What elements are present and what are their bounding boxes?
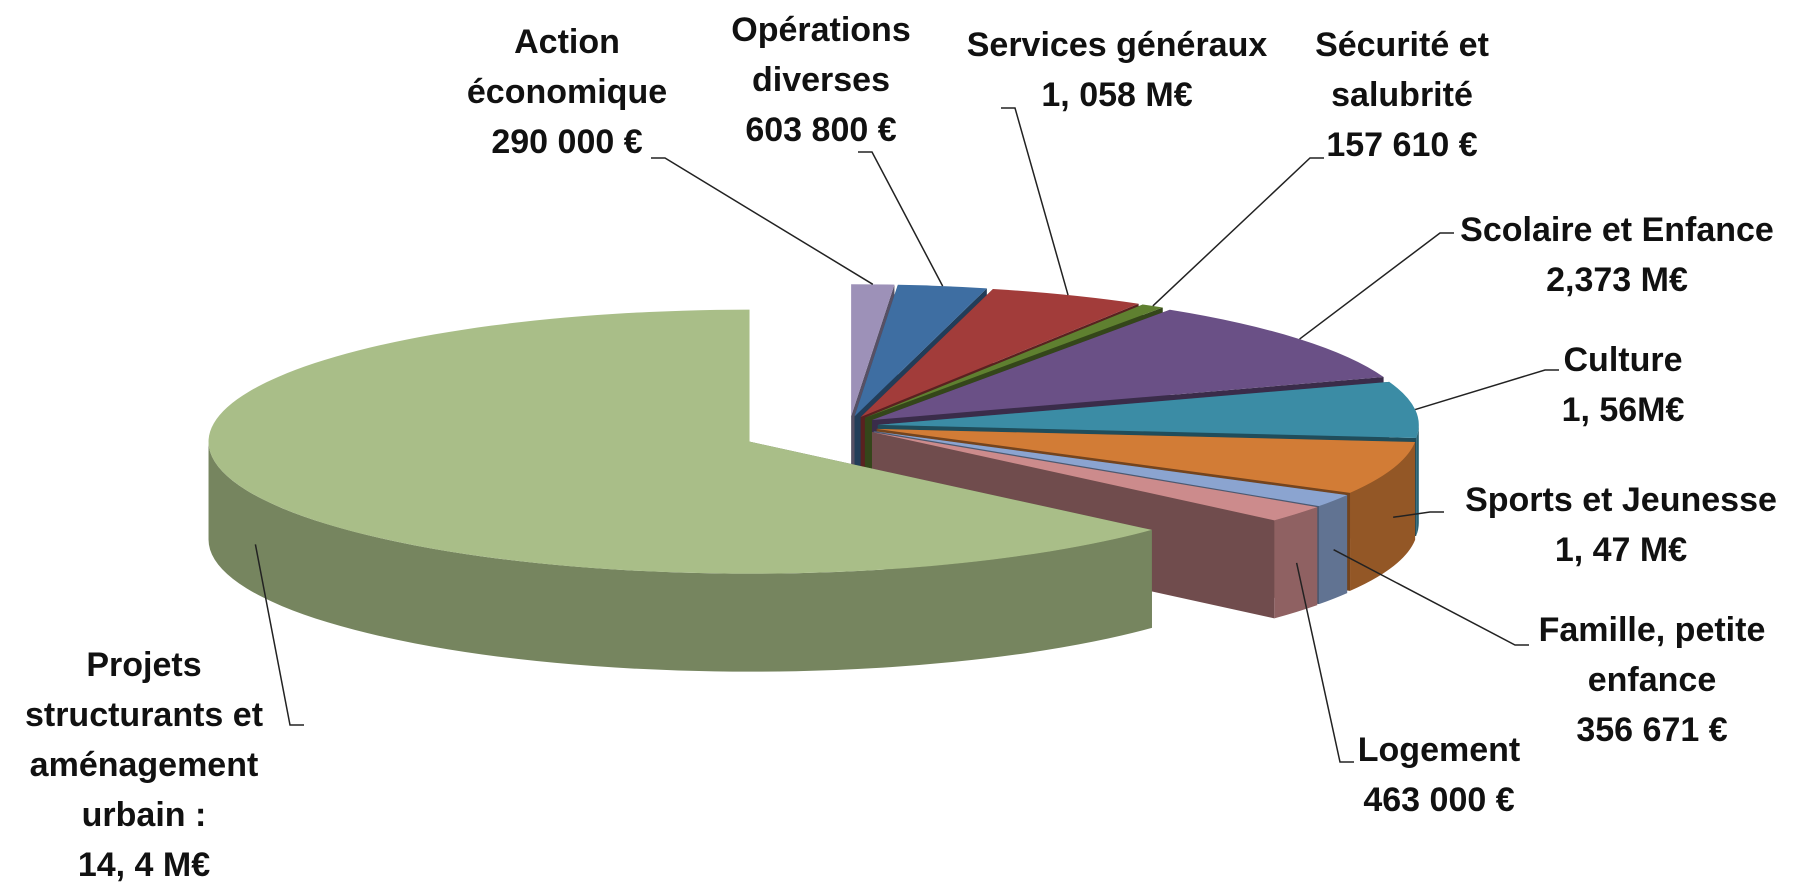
slice-name: Scolaire et Enfance xyxy=(1460,211,1774,249)
slice-name: Opérations diverses xyxy=(731,11,911,99)
slice-value: 2,373 M€ xyxy=(1546,261,1688,299)
slice-name: Services généraux xyxy=(966,26,1268,64)
slice-value: 14, 4 M€ xyxy=(77,846,211,884)
slice-name: Culture xyxy=(1563,341,1683,379)
slice xyxy=(864,304,1163,418)
slice xyxy=(208,309,1152,574)
slice-value: 463 000 € xyxy=(1363,781,1515,819)
slice-label: Action économique 290 000 € xyxy=(452,17,682,167)
slice-name: Sports et Jeunesse xyxy=(1465,481,1777,519)
slice-label: Famille, petite enfance 356 671 € xyxy=(1522,605,1782,755)
leader-line xyxy=(1333,549,1529,646)
slice-label: Logement 463 000 € xyxy=(1339,725,1539,825)
leader-line xyxy=(1152,157,1324,307)
slice xyxy=(851,284,895,417)
slice-name: Action économique xyxy=(466,23,668,111)
leader-line xyxy=(254,544,304,726)
slice-name: Sécurité et salubrité xyxy=(1315,26,1489,114)
slice-value: 290 000 € xyxy=(491,123,643,161)
slice xyxy=(877,381,1419,438)
slice xyxy=(876,428,1416,493)
slice-value: 1, 56M€ xyxy=(1561,391,1685,429)
slice-side xyxy=(1274,507,1318,619)
slice xyxy=(871,432,1318,521)
slice-label: Sports et Jeunesse 1, 47 M€ xyxy=(1451,475,1791,575)
slice-label: Scolaire et Enfance 2,373 M€ xyxy=(1447,205,1787,305)
slice-label: Culture 1, 56M€ xyxy=(1538,335,1708,435)
slice-value: 1, 47 M€ xyxy=(1554,531,1688,569)
slice xyxy=(860,288,1139,417)
leader-line xyxy=(1414,369,1559,411)
slice-name: Famille, petite enfance xyxy=(1538,611,1766,699)
slice-value: 356 671 € xyxy=(1576,711,1728,749)
leader-line xyxy=(1299,232,1454,340)
slice-side xyxy=(1350,442,1416,591)
slice-label: Sécurité et salubrité 157 610 € xyxy=(1292,20,1512,170)
leader-line xyxy=(858,151,944,287)
slice-value: 157 610 € xyxy=(1326,126,1478,164)
slice xyxy=(854,284,987,417)
slice-label: Services généraux 1, 058 M€ xyxy=(952,20,1282,120)
slice-label: Projets structurants et aménagement urba… xyxy=(4,640,284,890)
slice-name: Logement xyxy=(1357,731,1521,769)
slice-side xyxy=(1319,495,1348,605)
leader-line xyxy=(651,157,874,285)
slice-side xyxy=(208,441,1152,672)
slice xyxy=(872,309,1384,420)
leader-line xyxy=(1295,562,1354,763)
slice-side xyxy=(1416,424,1419,536)
leader-line xyxy=(1001,107,1069,296)
slice-value: 603 800 € xyxy=(745,111,897,149)
slice-label: Opérations diverses 603 800 € xyxy=(716,5,926,155)
slice xyxy=(873,431,1348,507)
slice-name: Projets structurants et aménagement urba… xyxy=(24,646,264,834)
slice-value: 1, 058 M€ xyxy=(1041,76,1193,114)
leader-line xyxy=(1393,511,1444,518)
